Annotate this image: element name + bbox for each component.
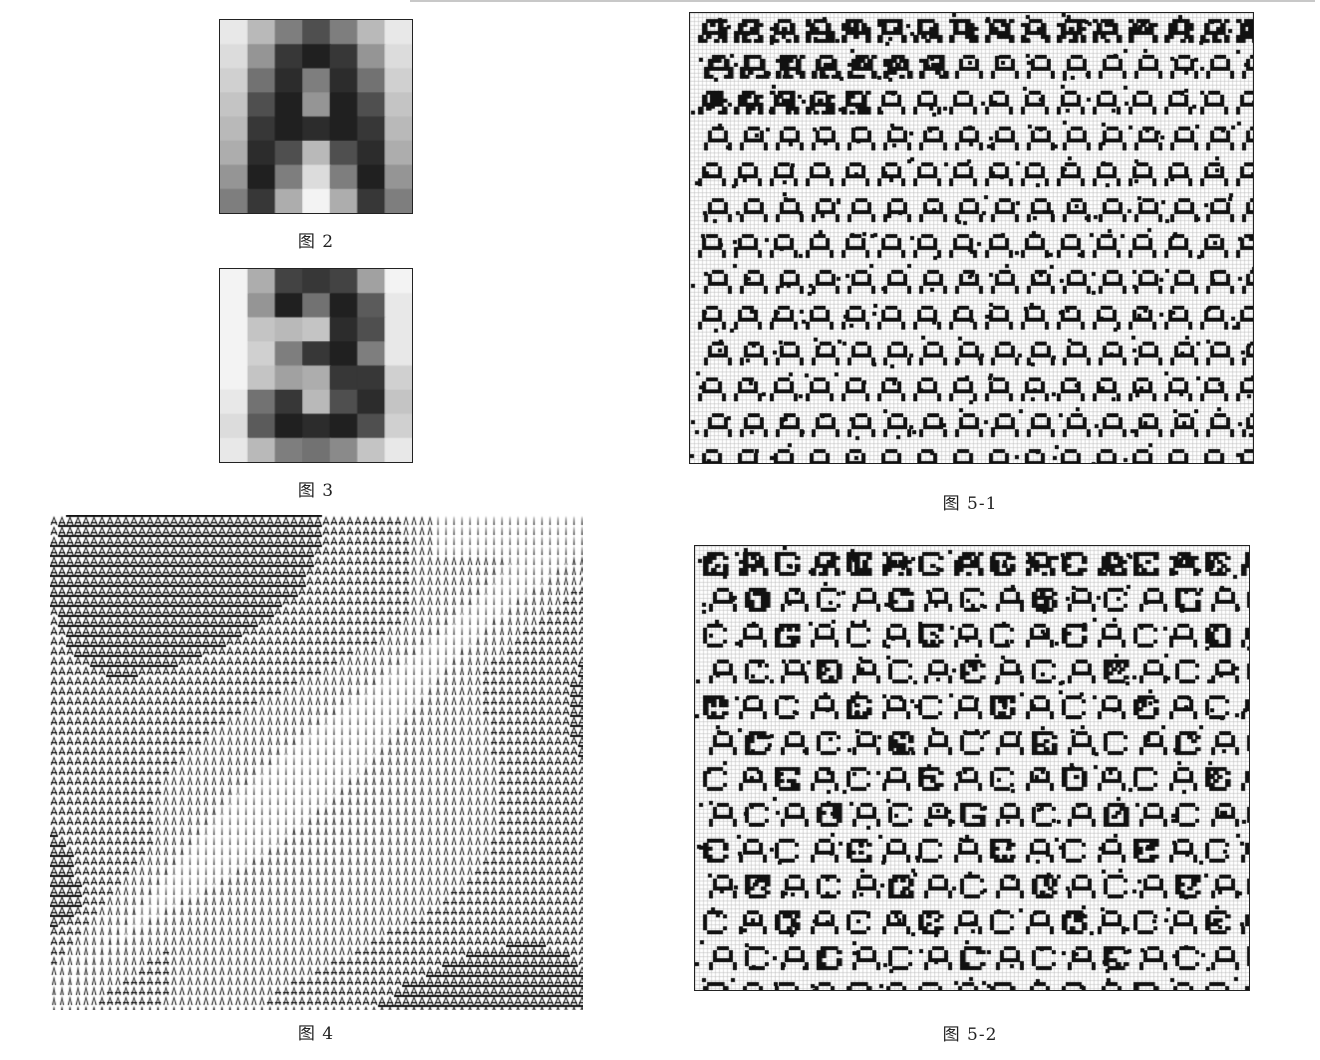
page-top-rule	[410, 0, 1315, 2]
figure-4-halftone-image	[50, 515, 583, 1010]
figure-2-caption: 图 2	[266, 232, 366, 252]
figure-2-canvas	[220, 20, 412, 213]
figure-3-canvas	[220, 269, 412, 462]
figure-5-2-caption: 图 5-2	[900, 1025, 1040, 1045]
figure-3-caption: 图 3	[266, 481, 366, 501]
figure-5-2-glyph-grid	[694, 545, 1250, 991]
figure-4-canvas	[50, 515, 583, 1010]
figure-4-caption: 图 4	[266, 1024, 366, 1044]
figure-5-1-caption: 图 5-1	[900, 494, 1040, 514]
figure-5-1-canvas	[690, 13, 1253, 463]
figure-5-2-canvas	[695, 546, 1249, 990]
figure-2-pixel-a	[219, 19, 413, 214]
figure-5-1-glyph-grid	[689, 12, 1254, 464]
figure-3-pixel-3	[219, 268, 413, 463]
